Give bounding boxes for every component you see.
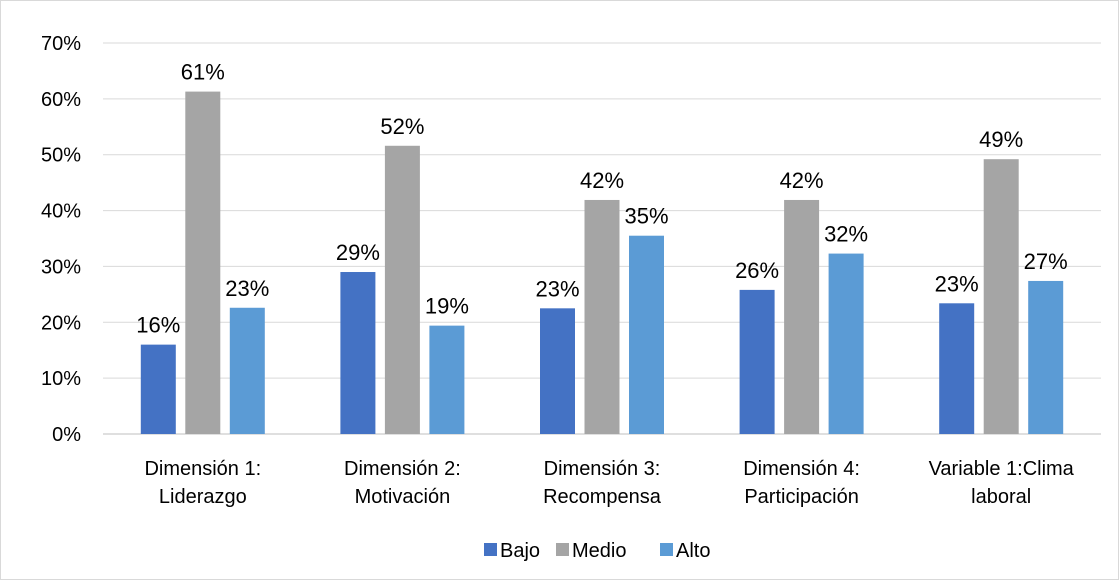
x-category-label: Variable 1:Clima — [929, 458, 1075, 480]
data-label: 19% — [425, 294, 469, 319]
x-category-label: Dimensión 1: — [144, 458, 261, 480]
bar-medio — [983, 159, 1019, 434]
x-category-label: Participación — [744, 486, 859, 508]
x-category-label: Recompensa — [543, 486, 662, 508]
bar-bajo — [939, 303, 975, 434]
data-label: 49% — [979, 127, 1023, 152]
data-label: 27% — [1024, 249, 1068, 274]
y-tick-label: 20% — [41, 312, 81, 334]
x-category-label: Dimensión 2: — [344, 458, 461, 480]
data-label: 52% — [380, 114, 424, 139]
x-category-label: Motivación — [355, 486, 451, 508]
bar-medio — [384, 145, 420, 434]
x-category-label: Dimensión 3: — [544, 458, 661, 480]
data-label: 26% — [735, 258, 779, 283]
data-label: 42% — [780, 168, 824, 193]
bar-medio — [584, 199, 620, 434]
data-label: 23% — [935, 271, 979, 296]
y-tick-label: 10% — [41, 368, 81, 390]
data-label: 29% — [336, 240, 380, 265]
data-label: 16% — [136, 313, 180, 338]
x-category-label: Liderazgo — [159, 486, 247, 508]
legend-swatch-alto — [660, 543, 673, 556]
y-tick-label: 60% — [41, 89, 81, 111]
bar-medio — [185, 91, 221, 435]
bar-alto — [828, 253, 864, 434]
x-category-label: Dimensión 4: — [743, 458, 860, 480]
bar-bajo — [540, 308, 575, 434]
bar-medio — [784, 199, 820, 434]
y-tick-label: 0% — [52, 424, 81, 446]
legend-swatch-bajo — [484, 543, 497, 556]
data-label: 42% — [580, 168, 624, 193]
y-tick-label: 70% — [41, 33, 81, 55]
legend-swatch-medio — [556, 543, 569, 556]
bar-alto — [429, 325, 465, 434]
bar-bajo — [739, 289, 775, 434]
bar-bajo — [340, 272, 376, 434]
y-tick-label: 50% — [41, 145, 81, 167]
bar-alto — [1028, 280, 1064, 434]
x-category-label: laboral — [971, 486, 1031, 508]
bar-bajo — [140, 344, 176, 434]
legend-label-bajo: Bajo — [500, 540, 540, 562]
bar-alto — [629, 235, 664, 434]
y-tick-label: 40% — [41, 201, 81, 223]
y-tick-label: 30% — [41, 256, 81, 278]
legend-label-medio: Medio — [572, 540, 626, 562]
data-label: 23% — [225, 276, 269, 301]
bar-alto — [229, 307, 265, 434]
data-label: 23% — [535, 276, 579, 301]
legend-label-alto: Alto — [676, 540, 710, 562]
data-label: 35% — [624, 204, 668, 229]
data-label: 61% — [181, 60, 225, 85]
data-label: 32% — [824, 222, 868, 247]
